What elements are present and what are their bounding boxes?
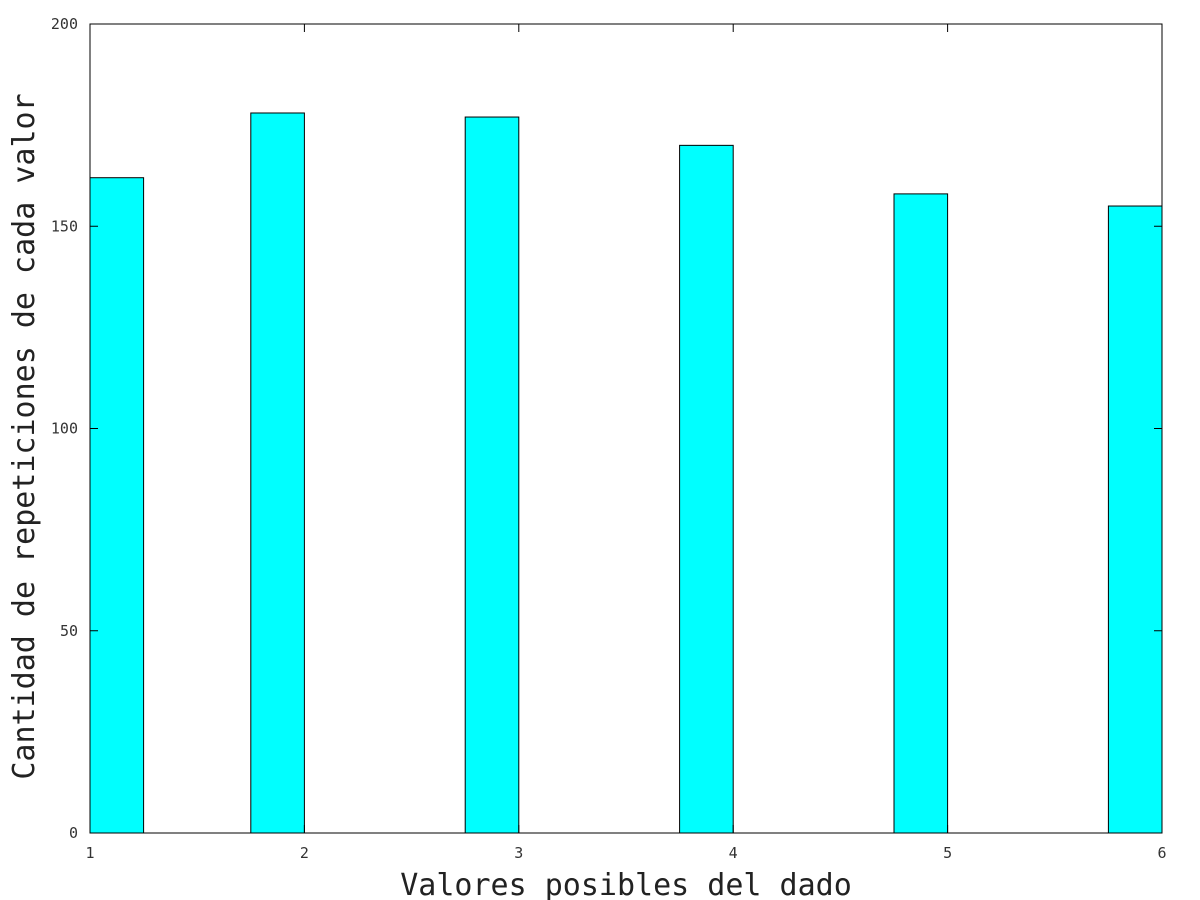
x-tick-label-3: 3: [514, 844, 523, 862]
y-axis-title: Cantidad de repeticiones de cada valor: [7, 93, 42, 779]
x-tick-label-5: 5: [943, 844, 952, 862]
x-tick-label-6: 6: [1157, 844, 1166, 862]
bar-2: [250, 112, 305, 834]
bar-6: [1107, 205, 1163, 834]
y-tick-labels: 0 50 100 150 200: [51, 15, 78, 842]
y-tick-label-100: 100: [51, 420, 78, 438]
plot-frame: [89, 23, 1163, 834]
x-tick-labels: 1 2 3 4 5 6: [85, 844, 1166, 862]
bars-group: [89, 112, 1163, 834]
x-axis-title: Valores posibles del dado: [400, 868, 852, 900]
bar-1: [89, 177, 145, 834]
bar-4: [679, 144, 734, 834]
y-tick-label-150: 150: [51, 217, 78, 235]
bar-5: [893, 193, 949, 834]
x-tick-label-1: 1: [85, 844, 94, 862]
x-tick-label-4: 4: [729, 844, 738, 862]
y-tick-label-0: 0: [69, 824, 78, 842]
x-tick-label-2: 2: [300, 844, 309, 862]
y-tick-label-50: 50: [60, 622, 78, 640]
y-tick-label-200: 200: [51, 15, 78, 33]
bar-3: [464, 116, 520, 834]
